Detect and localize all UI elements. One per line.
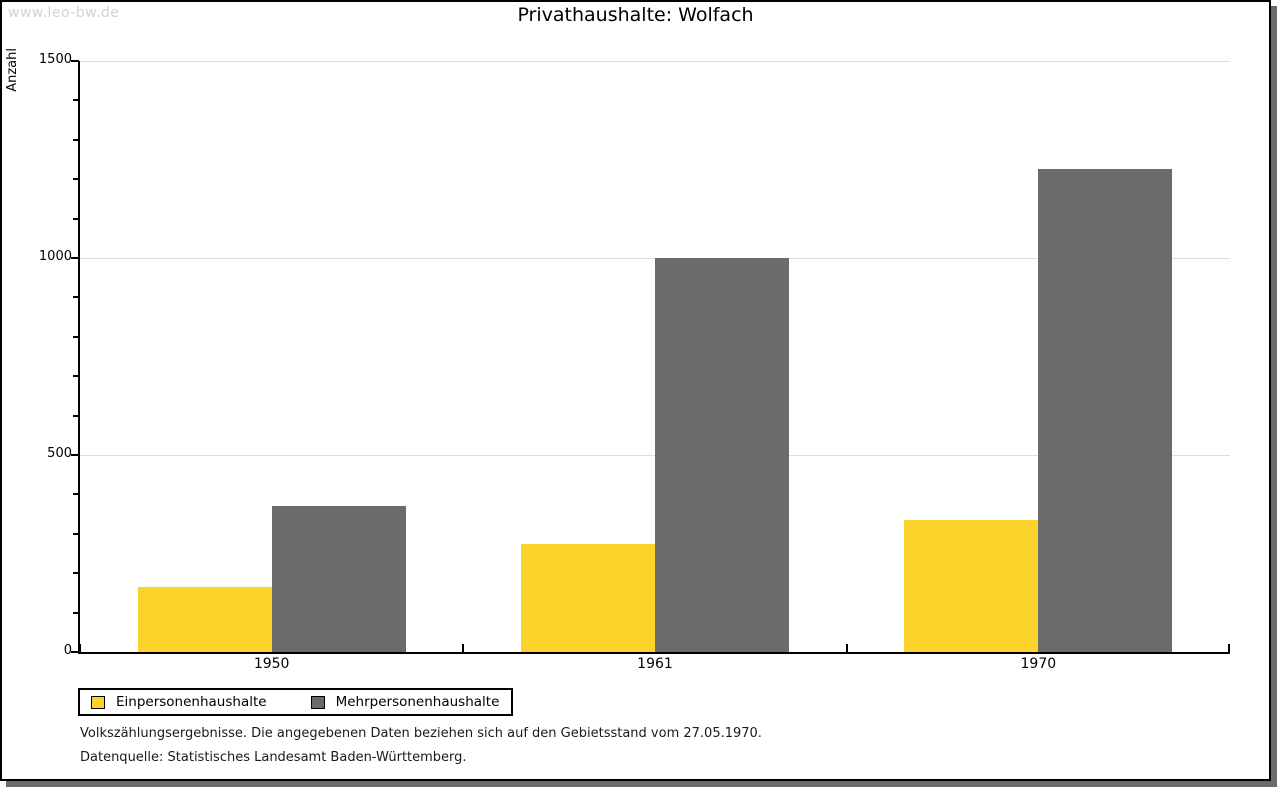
bar-Mehrpersonenhaushalte-1970 [1038, 169, 1173, 652]
x-boundary-tick-1 [462, 644, 464, 652]
x-category-label-1970: 1970 [1020, 656, 1057, 672]
plot-area: 0 500 1000 1500 1950 1961 1970 [39, 52, 1230, 672]
y-minor-tick-700 [73, 375, 79, 378]
x-category-label-1950: 1950 [253, 656, 290, 672]
gridline-1500 [80, 61, 1230, 62]
legend: Einpersonenhaushalte Mehrpersonenhaushalt… [78, 688, 514, 716]
legend-label: Einpersonenhaushalte [116, 694, 267, 710]
y-minor-tick-200 [73, 572, 79, 575]
y-minor-tick-1400 [73, 99, 79, 102]
y-major-tick-500 [71, 454, 79, 456]
x-axis-line [78, 652, 1230, 654]
y-tick-label-0: 0 [63, 643, 72, 658]
y-minor-tick-1100 [73, 217, 79, 220]
y-major-tick-0 [71, 651, 79, 653]
x-boundary-tick-2 [846, 644, 848, 652]
y-tick-label-1500: 1500 [38, 52, 72, 67]
y-minor-tick-800 [73, 335, 79, 338]
bar-Einpersonenhaushalte-1970 [904, 520, 1039, 652]
y-major-tick-1500 [71, 60, 79, 62]
chart-title: Privathaushalte: Wolfach [517, 4, 754, 26]
legend-item-Einpersonenhaushalte: Einpersonenhaushalte [91, 694, 267, 710]
y-minor-tick-900 [73, 296, 79, 299]
y-minor-tick-300 [73, 532, 79, 535]
watermark: www.leo-bw.de [8, 5, 120, 21]
footer-note: Volkszählungsergebnisse. Die angegebenen… [80, 726, 762, 741]
x-boundary-tick-0 [79, 644, 81, 652]
footer-source: Datenquelle: Statistisches Landesamt Bad… [80, 750, 467, 765]
legend-label: Mehrpersonenhaushalte [335, 694, 500, 710]
y-tick-label-1000: 1000 [38, 249, 72, 264]
legend-swatch-icon [91, 695, 105, 709]
y-tick-label-500: 500 [47, 446, 72, 461]
legend-item-Mehrpersonenhaushalte: Mehrpersonenhaushalte [310, 694, 500, 710]
x-boundary-tick-3 [1228, 644, 1230, 652]
y-minor-tick-600 [73, 414, 79, 417]
y-axis-line [78, 61, 80, 653]
bar-Mehrpersonenhaushalte-1950 [271, 506, 406, 652]
y-minor-tick-1300 [73, 138, 79, 141]
y-minor-tick-400 [73, 493, 79, 496]
legend-swatch-icon [310, 695, 325, 709]
y-minor-tick-1200 [73, 178, 79, 181]
bar-Einpersonenhaushalte-1950 [137, 587, 272, 652]
bar-Einpersonenhaushalte-1961 [521, 544, 655, 652]
bar-Mehrpersonenhaushalte-1961 [655, 258, 789, 652]
x-category-label-1961: 1961 [637, 656, 673, 672]
y-minor-tick-100 [73, 611, 79, 614]
y-major-tick-1000 [71, 257, 79, 259]
